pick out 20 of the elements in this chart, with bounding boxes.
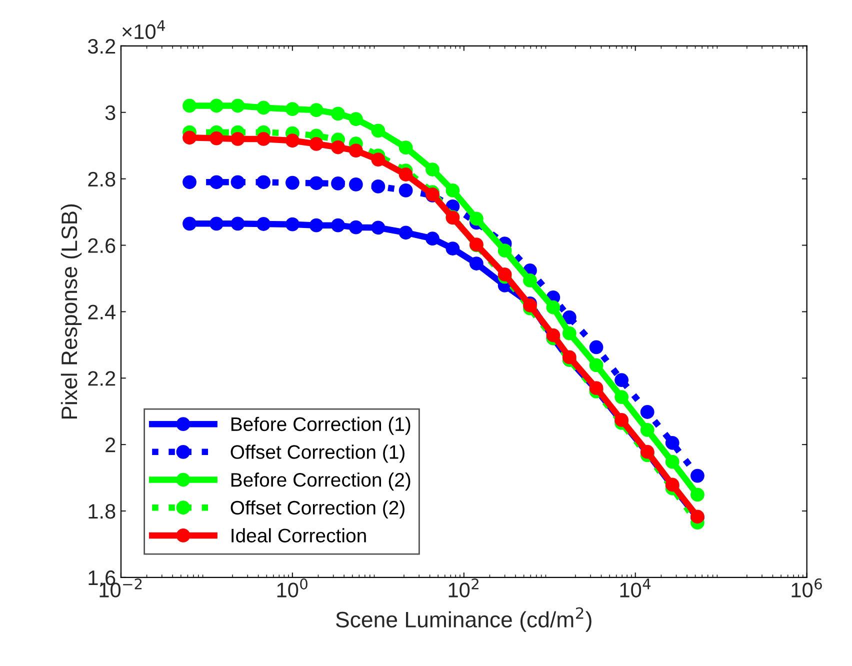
x-tick-label: 10$^{6}$: [792, 578, 822, 598]
legend-label: Before Correction (1): [231, 416, 410, 435]
y-axis-title: Pixel Response (LSB): [60, 204, 82, 419]
legend-label: Ideal Correction: [232, 528, 366, 542]
y-tick-label: 2.2: [88, 371, 116, 386]
x-tick-label: 10$^{2}$: [448, 578, 478, 598]
y-tick-label: 3.2: [88, 38, 116, 54]
x-tick-label: 10$^{4}$: [620, 578, 651, 598]
legend-label: Offset Correction (2): [230, 500, 404, 518]
legend-label: Before Correction (2): [231, 472, 410, 491]
x-axis-title: Scene Luminance (cd/m$^{2}$): [336, 607, 592, 632]
legend-label: Offset Correction (1): [230, 444, 404, 463]
y-tick-label: 2.8: [88, 172, 116, 187]
y-tick-label: 2.6: [88, 238, 116, 254]
y-tick-label: 2.4: [88, 304, 116, 320]
y-tick-label: 2: [106, 438, 116, 452]
text: ×10$^{4}$: [122, 20, 165, 40]
x-tick-label: 10$^{0}$: [277, 578, 308, 598]
y-tick-label: 1.8: [88, 504, 116, 519]
y-tick-label: 3: [105, 105, 116, 120]
